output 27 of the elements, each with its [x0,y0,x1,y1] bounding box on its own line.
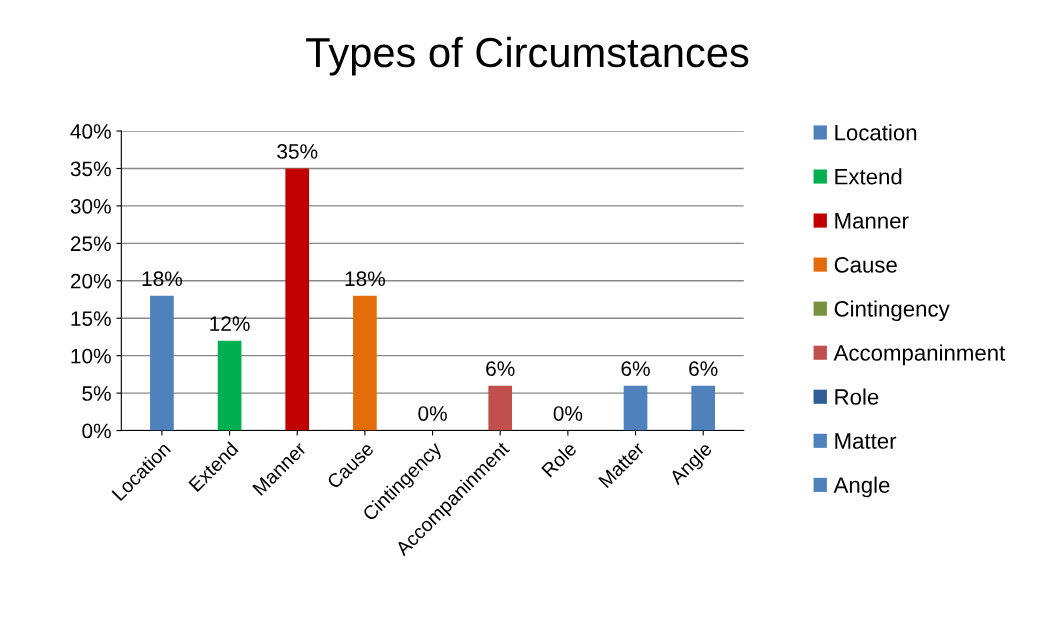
y-tick-label: 30% [70,198,111,214]
legend-label: Manner [835,213,909,229]
data-label: 6% [486,361,515,376]
y-tick-label: 40% [70,124,111,139]
data-label: 18% [345,271,385,287]
y-tick-label: 15% [71,311,111,326]
data-label: 0% [418,406,447,421]
data-label: 6% [689,361,718,376]
legend-label: Cintingency [834,300,950,322]
data-label: 18% [142,271,183,287]
y-tick-label: 20% [70,273,111,289]
y-tick-label: 5% [82,386,111,401]
y-tick-label: 0% [82,423,111,439]
data-label: 12% [210,316,250,331]
legend-label: Extend [835,168,902,185]
legend-label: Cause [834,256,897,273]
y-tick-label: 25% [70,236,111,252]
legend-label: Role [835,388,879,405]
chart-title: Types of Circumstances [306,36,749,76]
x-tick-label: Role [540,440,578,478]
data-label: 35% [277,144,318,159]
legend-label: Location [835,124,917,141]
legend-label: Accompaninment [833,344,1006,366]
data-label: 6% [621,361,650,376]
y-tick-label: 35% [70,161,111,177]
data-label: 0% [553,406,583,421]
y-tick-label: 10% [71,348,111,364]
